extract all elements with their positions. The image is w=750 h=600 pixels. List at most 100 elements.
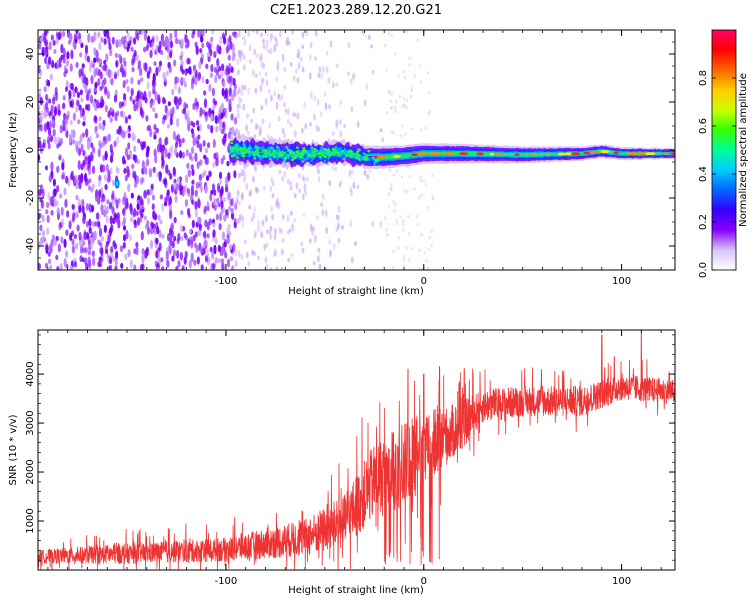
faint-noise-dot [278, 169, 282, 174]
noise-dot [43, 34, 47, 44]
noise-dot [192, 137, 196, 147]
spectrogram-xtick-label: 100 [612, 276, 631, 287]
noise-dot [69, 265, 73, 270]
faint-noise-dot [234, 248, 238, 257]
snr-xtick-label: 0 [421, 576, 427, 587]
noise-dot [84, 246, 88, 254]
noise-dot [167, 200, 171, 207]
noise-dot [52, 40, 56, 46]
signal-speckle [229, 147, 233, 150]
noise-dot [161, 233, 165, 240]
noise-dot [167, 169, 171, 176]
snr-xlabel: Height of straight line (km) [288, 585, 424, 596]
noise-dot [120, 262, 124, 269]
faint-noise-dot [247, 87, 251, 96]
faint-noise-dot [403, 75, 407, 80]
faint-noise-dot [347, 71, 350, 76]
faint-noise-dot [349, 220, 353, 228]
faint-noise-dot [329, 249, 332, 258]
noise-dot [233, 221, 237, 229]
noise-dot [76, 224, 80, 232]
noise-dot [205, 248, 209, 257]
noise-dot [92, 100, 96, 108]
faint-noise-dot [239, 49, 243, 56]
noise-dot [126, 165, 130, 173]
faint-noise-dot [331, 165, 335, 170]
noise-dot [124, 253, 128, 261]
noise-dot [221, 206, 226, 213]
noise-dot [166, 189, 170, 197]
noise-dot [220, 102, 224, 111]
noise-dot [110, 106, 114, 113]
signal-speckle [288, 149, 292, 152]
noise-dot [43, 110, 47, 119]
noise-dot [79, 134, 83, 143]
faint-noise-dot [347, 42, 351, 49]
noise-dot [180, 38, 184, 48]
noise-dot [152, 73, 156, 83]
noise-dot [81, 63, 85, 69]
noise-dot [93, 47, 97, 56]
faint-noise-dot [275, 266, 279, 270]
colorbar-ticks: 0.0 0.2 0.4 0.6 0.8 [698, 70, 736, 278]
noise-dot [127, 114, 132, 120]
faint-noise-dot [394, 105, 397, 110]
noise-dot [191, 219, 195, 229]
noise-dot [60, 173, 65, 180]
faint-noise-dot [339, 99, 343, 106]
noise-dot [63, 238, 67, 248]
noise-dot [161, 266, 165, 270]
faint-noise-dot [295, 182, 299, 190]
noise-dot [155, 34, 159, 42]
noise-dot [104, 104, 108, 113]
noise-dot [171, 88, 175, 96]
noise-dot [98, 256, 102, 262]
faint-noise-dot [252, 107, 256, 114]
faint-noise-dot [261, 219, 265, 225]
noise-dot [99, 242, 103, 248]
noise-dot [205, 175, 210, 182]
noise-dot [93, 31, 97, 41]
faint-noise-dot [388, 89, 391, 93]
faint-noise-dot [302, 212, 306, 218]
noise-dot [173, 147, 178, 156]
noise-dot [85, 220, 90, 228]
noise-dot [74, 178, 78, 184]
signal-speckle [371, 156, 375, 160]
noise-dot [178, 138, 182, 148]
noise-dot [228, 62, 232, 72]
signal-speckle [253, 157, 257, 160]
noise-dot [38, 155, 41, 161]
noise-dot [228, 87, 232, 97]
signal-core-blob [514, 153, 520, 157]
faint-noise-dot [242, 63, 246, 72]
signal-speckle [279, 152, 283, 155]
signal-speckle [295, 150, 299, 153]
signal-speckle [297, 157, 301, 160]
noise-dot [163, 75, 167, 83]
faint-noise-dot [240, 89, 243, 97]
faint-noise-dot [293, 112, 297, 117]
noise-dot [61, 162, 65, 171]
noise-dot [84, 84, 88, 94]
noise-dot [186, 188, 191, 194]
faint-noise-dot [256, 123, 260, 130]
faint-noise-dot [317, 126, 320, 132]
faint-noise-dot [258, 56, 262, 62]
noise-dot [145, 151, 149, 158]
faint-noise-dot [260, 61, 264, 68]
noise-dot [53, 188, 57, 197]
faint-noise-dot [418, 195, 421, 200]
signal-speckle [284, 149, 288, 152]
noise-dot [203, 237, 207, 248]
faint-noise-dot [247, 130, 250, 136]
faint-noise-dot [317, 255, 320, 263]
noise-dot [162, 144, 166, 151]
faint-noise-dot [339, 180, 342, 187]
noise-dot [52, 178, 57, 187]
faint-noise-dot [397, 246, 400, 251]
signal-speckle [304, 150, 308, 154]
snr-xtick-label: -100 [215, 576, 238, 587]
noise-dot [59, 263, 63, 270]
noise-dot [81, 199, 85, 207]
